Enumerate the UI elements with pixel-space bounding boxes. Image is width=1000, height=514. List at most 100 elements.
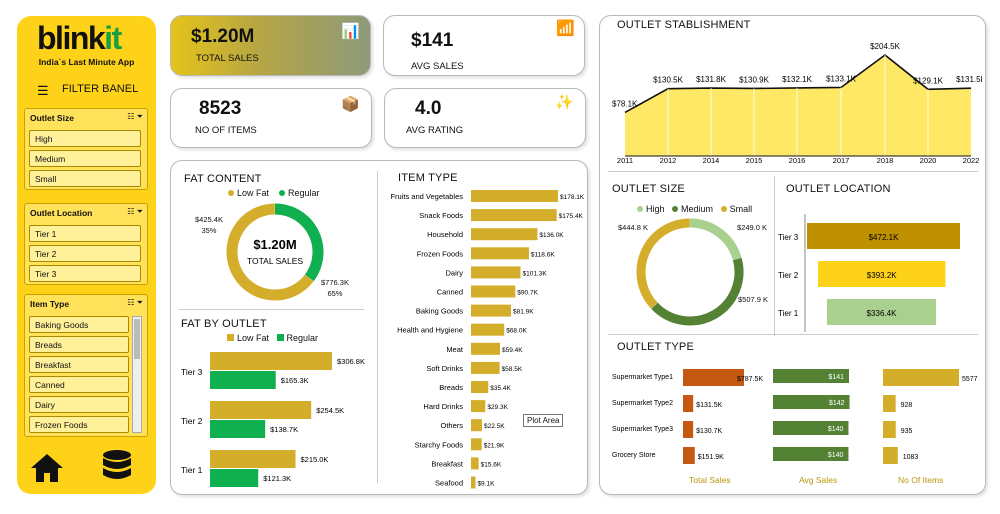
data-label: $21.9K: [484, 442, 505, 449]
no-of-items-bar: [883, 395, 896, 412]
item-type-label: Frozen Foods: [417, 249, 464, 258]
donut-center-value: $1.20M: [253, 237, 296, 252]
outlet-size-donut[interactable]: [634, 216, 746, 328]
divider: [377, 171, 378, 483]
avg-sales-bar: [773, 369, 849, 383]
total-sales-card: $1.20M TOTAL SALES 📊: [170, 15, 371, 76]
data-label: $78.1K: [612, 99, 638, 108]
slicer-item-baking-goods[interactable]: Baking Goods: [29, 316, 129, 333]
data-label: $140: [828, 426, 844, 433]
data-label: $9.1K: [477, 481, 495, 488]
item-type-bar: [471, 266, 521, 279]
divider: [774, 176, 775, 336]
slicer-item-tier-3[interactable]: Tier 3: [29, 265, 141, 282]
data-label: 5577: [962, 376, 978, 383]
multi-select-and-clear-filter-icons[interactable]: ☷ ⏷: [127, 112, 143, 121]
data-label: $131.8K: [696, 75, 726, 84]
avg-sales-bar: [773, 395, 850, 409]
data-label: $68.0K: [506, 328, 527, 335]
item-type-chart[interactable]: Fruits and Vegetables $178.1K Snack Foods $…: [379, 187, 587, 493]
small-size-label: $444.8 K: [618, 223, 649, 232]
tier-label: Tier 1: [181, 465, 203, 475]
outlet-size-legend: High Medium Small: [637, 204, 752, 214]
home-icon[interactable]: [29, 452, 65, 484]
x-tick-label: 2020: [920, 156, 937, 164]
data-label: $35.4K: [490, 385, 511, 392]
outlet-type-label: Supermarket Type3: [612, 426, 673, 433]
item-type-bar: [471, 361, 500, 374]
slicer-item-frozen-foods[interactable]: Frozen Foods: [29, 416, 129, 433]
bar-regular: [210, 469, 259, 487]
slicer-item-small[interactable]: Small: [29, 170, 141, 187]
slicer-item-tier-2[interactable]: Tier 2: [29, 245, 141, 262]
item-type-bar: [471, 342, 501, 355]
tier-label: Tier 3: [181, 367, 203, 377]
fat-content-donut[interactable]: $1.20M TOTAL SALES: [223, 200, 327, 304]
slicer-item-tier-1[interactable]: Tier 1: [29, 225, 141, 242]
item-type-label: Hard Drinks: [423, 402, 463, 411]
item-type-bar: [471, 285, 516, 298]
item-type-label: Meat: [446, 345, 464, 354]
total-sales-bar: [683, 421, 694, 438]
item-type-label: Breads: [439, 383, 463, 392]
item-type-bar: [471, 381, 489, 393]
multi-select-and-clear-filter-icons[interactable]: ☷ ⏷: [127, 207, 143, 216]
divider: [179, 309, 364, 310]
fat-and-item-card: FAT CONTENT Low Fat Regular $1.20M TOTAL…: [170, 160, 588, 495]
regular-share-label: $425.4K 35%: [195, 215, 223, 235]
slicer-scrollbar[interactable]: [132, 316, 142, 433]
data-label: $101.3K: [522, 270, 547, 277]
item-type-bar: [471, 400, 486, 413]
fat-by-outlet-chart[interactable]: Tier 3 $306.8K $165.3K Tier 2 $254.5K $138.7K…: [171, 341, 376, 491]
outlet-establishment-area-chart[interactable]: $78.1K 2011 $130.5K 2012 $131.8K 2014 $130.9K 2…: [604, 36, 982, 164]
database-icon[interactable]: [101, 449, 133, 485]
item-type-label: Canned: [437, 288, 463, 297]
data-label: $138.7K: [270, 425, 298, 434]
slicer-item-medium[interactable]: Medium: [29, 150, 141, 167]
kpi-value: 8523: [199, 98, 242, 119]
outlet-location-title: OUTLET LOCATION: [786, 183, 891, 195]
data-label: $336.4K: [867, 309, 897, 318]
avg-sales-bar: [773, 447, 849, 461]
item-type-label: Breakfast: [431, 459, 464, 468]
no-of-items-card: 8523 NO OF ITEMS 📦: [170, 88, 372, 148]
data-label: $121.3K: [263, 474, 291, 483]
donut-slice-medium: [651, 257, 744, 326]
item-type-bar: [471, 323, 505, 336]
data-label: $254.5K: [316, 406, 344, 415]
outlet-location-chart[interactable]: Tier 3 $472.1K Tier 2 $393.2K Tier 1 $336.4K: [776, 214, 981, 332]
slicer-item-breads[interactable]: Breads: [29, 336, 129, 353]
data-label: $175.4K: [559, 213, 584, 220]
bar-low-fat: [210, 450, 296, 468]
tier-label: Tier 1: [778, 309, 799, 318]
slicer-item-high[interactable]: High: [29, 130, 141, 147]
slicer-item-canned[interactable]: Canned: [29, 376, 129, 393]
kpi-label: AVG SALES: [411, 61, 464, 72]
bar-low-fat: [210, 401, 312, 419]
data-label: $129.1K: [913, 76, 943, 85]
rating-stars-icon: ✨: [555, 94, 574, 111]
kpi-value: $1.20M: [191, 26, 255, 47]
multi-select-and-clear-filter-icons[interactable]: ☷ ⏷: [127, 298, 143, 307]
avg-rating-card: 4.0 AVG RATING ✨: [384, 88, 586, 148]
tier-label: Tier 2: [778, 271, 799, 280]
outlet-type-chart[interactable]: Supermarket Type1 $787.5K $141 5577 Supermar…: [600, 361, 985, 491]
total-sales-bar: [683, 447, 695, 464]
donut-slice-regular: [274, 203, 324, 282]
slicer-item-dairy[interactable]: Dairy: [29, 396, 129, 413]
data-label: 935: [901, 428, 913, 435]
outlet-size-slicer: Outlet Size ☷ ⏷ High Medium Small: [24, 108, 148, 190]
item-type-label: Starchy Foods: [415, 440, 464, 449]
slicer-item-breakfast[interactable]: Breakfast: [29, 356, 129, 373]
data-label: $58.5K: [502, 366, 523, 373]
data-label: 928: [901, 402, 913, 409]
outlet-card: OUTLET STABLISHMENT $78.1K 2011 $130.5K 201…: [599, 15, 986, 495]
data-label: $204.5K: [870, 42, 900, 51]
filter-sliders-icon: ☰: [37, 83, 49, 98]
high-size-label: $249.0 K: [737, 223, 768, 232]
data-label: $136.0K: [539, 232, 564, 239]
bar-chart-icon: 📊: [341, 23, 360, 40]
fat-by-outlet-title: FAT BY OUTLET: [181, 318, 267, 330]
data-label: $165.3K: [281, 376, 309, 385]
column-label: Total Sales: [689, 475, 731, 485]
